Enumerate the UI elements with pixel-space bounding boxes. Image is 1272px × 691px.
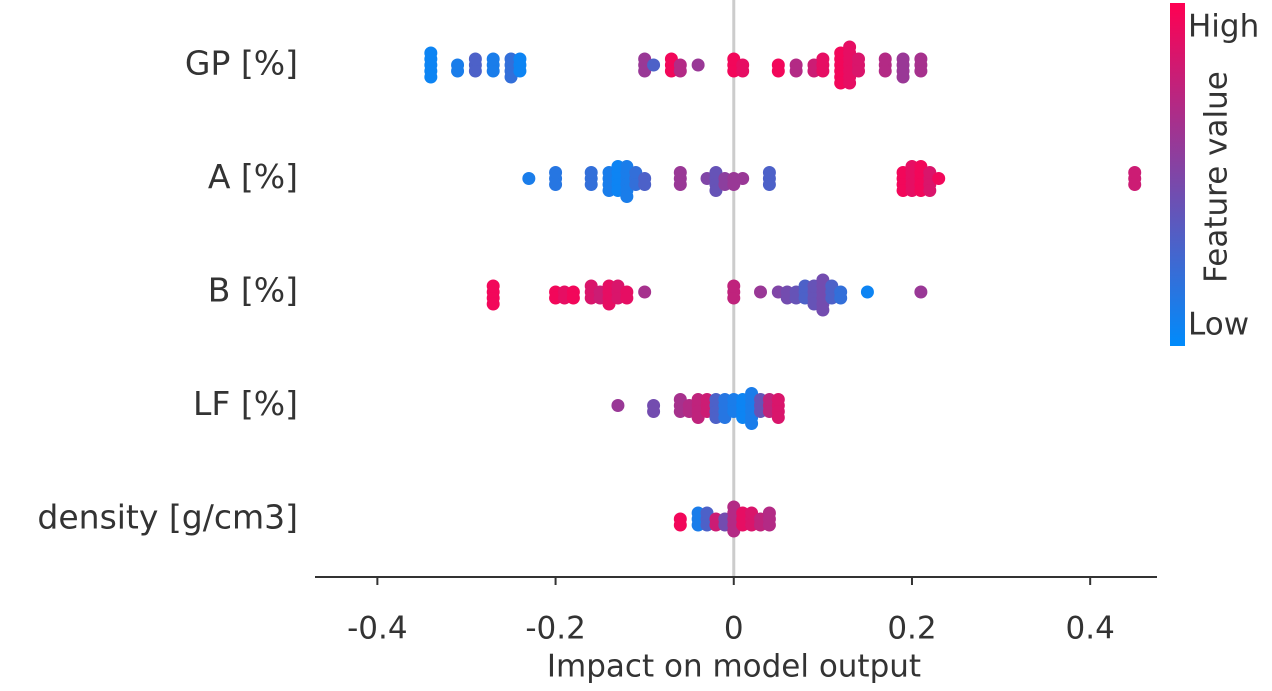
dot [673, 64, 687, 78]
dot [762, 166, 776, 179]
dot [789, 64, 803, 78]
axis: -0.4 -0.2 0 0.2 0.4 GP [%] A [%] B [%] LF [%] den… [37, 44, 1157, 647]
dot [878, 64, 892, 78]
x-tick-label: -0.2 [525, 611, 586, 647]
dot [647, 58, 661, 72]
dot [549, 178, 563, 191]
dot [896, 52, 910, 66]
dot [486, 297, 500, 311]
dot [691, 58, 705, 72]
dot [673, 166, 687, 179]
dot [816, 303, 830, 317]
dot [638, 285, 652, 299]
dot [1128, 178, 1142, 191]
dot [486, 64, 500, 78]
dot [852, 52, 866, 66]
dot [584, 178, 598, 191]
x-tick-label: 0.4 [1066, 611, 1115, 647]
dot [914, 285, 928, 299]
dot [771, 411, 785, 424]
row-label: GP [%] [185, 44, 298, 83]
x-tick-label: 0 [724, 611, 744, 647]
row-label: density [g/cm3] [37, 498, 298, 537]
dot [736, 172, 750, 185]
x-tick-label: 0.2 [887, 611, 936, 647]
dot [762, 178, 776, 191]
dot [620, 291, 634, 305]
dot [745, 417, 759, 430]
dot [896, 70, 910, 84]
dot [762, 518, 776, 532]
colorbar [1170, 3, 1185, 346]
dot [736, 64, 750, 78]
dot [727, 291, 741, 305]
dot [647, 405, 661, 418]
dot [611, 399, 625, 412]
dot [852, 64, 866, 78]
x-tick-label: -0.4 [347, 611, 408, 647]
dots [424, 40, 1142, 538]
dot [816, 64, 830, 78]
dot [771, 64, 785, 78]
dot [513, 52, 527, 66]
dot [914, 52, 928, 66]
dot [843, 76, 857, 90]
dot [566, 291, 580, 305]
dot [771, 393, 785, 406]
dot [468, 64, 482, 78]
dot [584, 166, 598, 179]
dot [1128, 166, 1142, 179]
dot [673, 178, 687, 191]
dot [878, 52, 892, 66]
dot [468, 52, 482, 66]
dot [486, 279, 500, 293]
dot [816, 52, 830, 66]
dot [843, 40, 857, 54]
dot [754, 285, 768, 299]
dot [638, 178, 652, 191]
dot [673, 518, 687, 532]
x-axis-title: Impact on model output [547, 649, 921, 685]
dot [923, 184, 937, 197]
dot [424, 70, 438, 84]
row-label: LF [%] [193, 384, 298, 423]
row-label: A [%] [208, 157, 298, 196]
colorbar-high: High [1188, 9, 1259, 45]
dot [860, 285, 874, 299]
dot [932, 172, 946, 185]
dot [834, 291, 848, 305]
dot [914, 64, 928, 78]
dot [451, 64, 465, 78]
row-label: B [%] [208, 271, 298, 310]
colorbar-low: Low [1188, 307, 1249, 343]
dot [549, 166, 563, 179]
dot [486, 52, 500, 66]
dot [762, 506, 776, 520]
dot [424, 46, 438, 60]
dot [727, 279, 741, 293]
colorbar-title: Feature value [1199, 71, 1235, 283]
dot [513, 64, 527, 78]
dot [620, 190, 634, 203]
dot [522, 172, 536, 185]
